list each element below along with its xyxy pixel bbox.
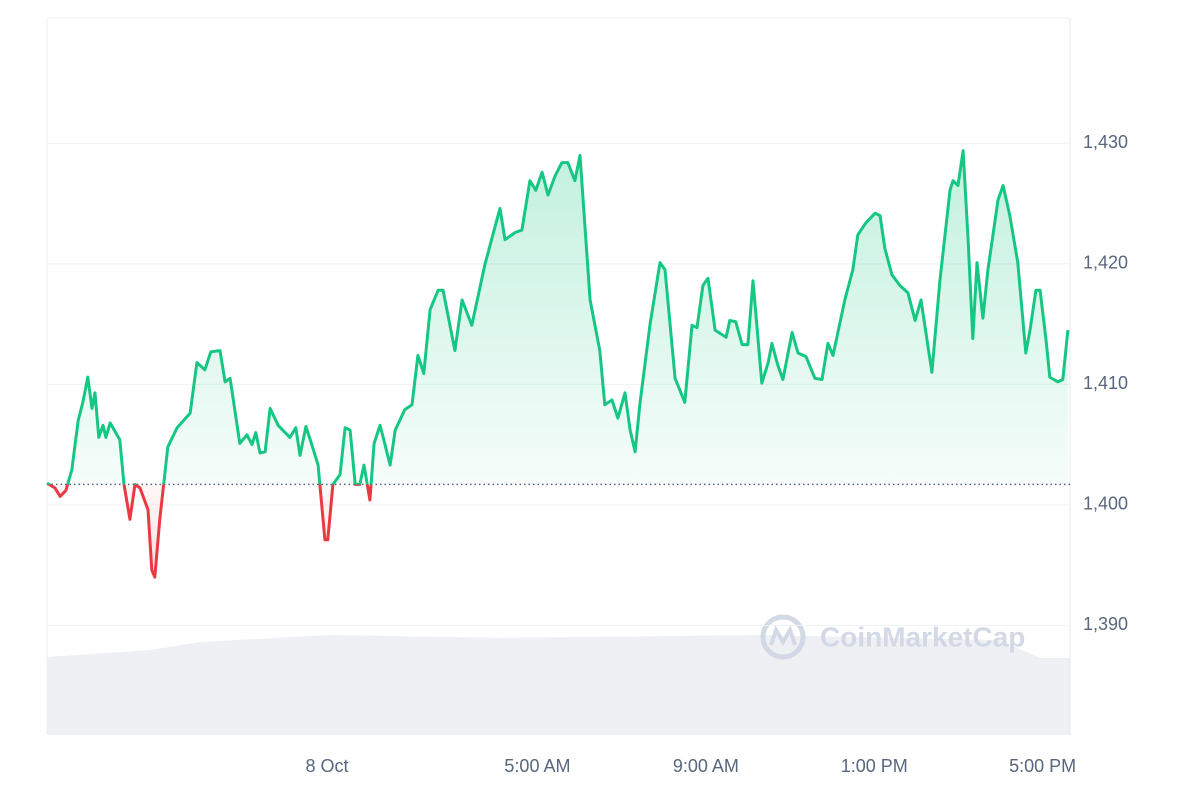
x-tick-label: 5:00 PM xyxy=(1009,756,1076,776)
y-tick-label: 1,400 xyxy=(1083,494,1128,514)
y-tick-label: 1,390 xyxy=(1083,614,1128,634)
area xyxy=(47,150,1068,578)
y-tick-label: 1,410 xyxy=(1083,373,1128,393)
watermark: CoinMarketCap xyxy=(760,614,1025,660)
y-tick-label: 1,430 xyxy=(1083,132,1128,152)
price-line xyxy=(46,149,1070,579)
x-tick-label: 5:00 AM xyxy=(504,756,570,776)
x-tick-label: 8 Oct xyxy=(305,756,348,776)
volume-background xyxy=(47,635,1070,735)
watermark-text: CoinMarketCap xyxy=(820,621,1025,652)
x-tick-label: 9:00 AM xyxy=(673,756,739,776)
y-tick-label: 1,420 xyxy=(1083,253,1128,273)
x-tick-label: 1:00 PM xyxy=(841,756,908,776)
